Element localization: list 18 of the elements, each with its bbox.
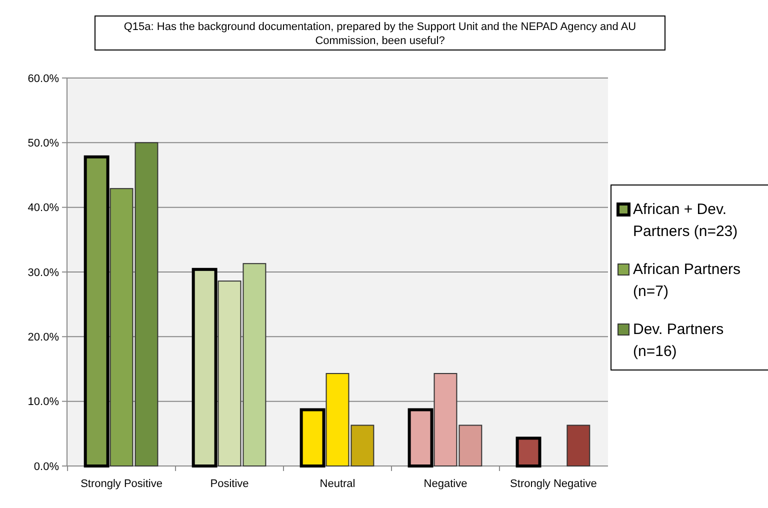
y-tick-label: 20.0% xyxy=(28,332,60,344)
y-tick-label: 50.0% xyxy=(28,138,60,150)
chart-title: Q15a: Has the background documentation, prepared by the Support Unit and the NEPAD Agency and AU Commission, been useful? xyxy=(124,21,636,47)
y-tick-label: 10.0% xyxy=(28,396,60,408)
x-tick-label: Strongly Positive xyxy=(80,478,162,490)
legend-label: Dev. Partners (n=16) xyxy=(633,321,724,360)
x-tick-label: Positive xyxy=(210,478,249,490)
y-tick-label: 0.0% xyxy=(34,460,60,473)
x-tick-label: Negative xyxy=(424,478,468,490)
legend-label: African Partners (n=7) xyxy=(633,261,741,300)
y-tick-label: 40.0% xyxy=(28,202,60,214)
legend-label: African + Dev. Partners (n=23) xyxy=(633,201,738,240)
x-tick-label: Strongly Negative xyxy=(510,478,597,490)
bar xyxy=(566,424,590,466)
y-tick-label: 60.0% xyxy=(28,72,60,85)
x-tick-label: Neutral xyxy=(320,478,356,490)
bar xyxy=(516,436,542,468)
y-tick-label: 30.0% xyxy=(28,266,60,279)
